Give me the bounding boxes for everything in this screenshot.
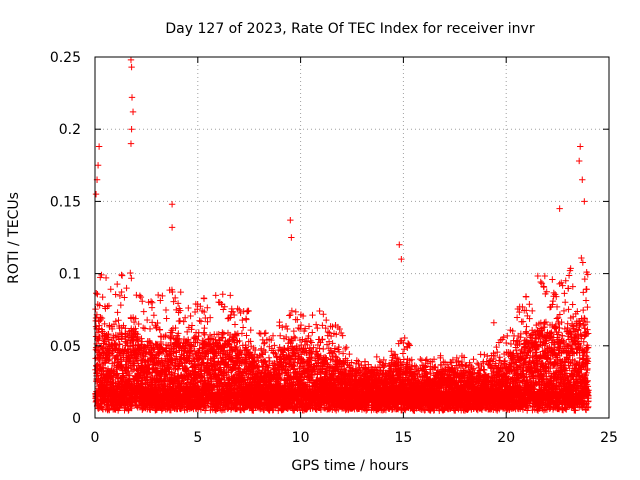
data-point xyxy=(316,307,323,315)
data-point xyxy=(292,308,299,316)
data-point xyxy=(243,316,250,323)
data-point xyxy=(171,294,179,302)
data-point xyxy=(294,316,301,323)
data-point xyxy=(234,305,241,312)
data-point xyxy=(112,291,119,298)
data-point xyxy=(227,292,234,299)
data-point xyxy=(276,318,283,326)
data-point xyxy=(258,345,265,352)
data-point xyxy=(149,299,156,306)
data-point xyxy=(260,340,268,347)
data-point xyxy=(320,345,327,353)
data-point xyxy=(99,293,106,301)
data-point xyxy=(219,291,226,298)
data-point xyxy=(146,325,154,333)
data-point xyxy=(121,294,128,301)
data-point xyxy=(323,316,330,324)
data-point xyxy=(237,309,244,317)
data-point xyxy=(239,324,247,331)
data-point xyxy=(150,312,158,319)
data-point xyxy=(231,321,239,328)
data-point xyxy=(312,321,320,328)
data-point xyxy=(261,330,268,337)
grid-lines xyxy=(95,57,609,418)
data-point xyxy=(127,269,134,277)
data-point xyxy=(140,308,147,315)
data-point xyxy=(114,280,121,288)
data-point xyxy=(92,305,99,313)
data-point xyxy=(128,275,135,282)
data-point xyxy=(204,304,211,311)
data-point xyxy=(118,271,125,279)
data-point xyxy=(243,308,251,315)
data-point xyxy=(309,311,316,319)
data-point xyxy=(162,306,170,314)
data-point xyxy=(107,285,114,293)
data-point xyxy=(116,292,124,300)
data-point xyxy=(94,372,102,380)
data-point xyxy=(245,307,252,315)
data-point xyxy=(98,271,105,279)
data-point xyxy=(94,329,102,336)
data-point xyxy=(114,309,121,316)
data-point xyxy=(96,322,103,329)
data-point xyxy=(176,317,184,325)
data-point xyxy=(287,311,294,319)
data-point xyxy=(163,315,170,322)
data-point xyxy=(180,318,187,325)
data-point xyxy=(290,327,298,335)
data-point xyxy=(239,316,246,324)
data-point xyxy=(200,295,208,302)
data-point xyxy=(139,298,146,305)
data-point xyxy=(123,284,130,292)
data-point xyxy=(102,274,110,282)
data-point xyxy=(236,306,243,314)
data-point xyxy=(154,291,162,299)
data-point xyxy=(282,322,290,330)
data-point xyxy=(136,292,144,299)
data-point xyxy=(177,288,184,296)
data-point xyxy=(118,288,125,296)
data-point xyxy=(117,301,125,309)
data-point xyxy=(320,311,327,318)
data-point xyxy=(201,324,208,332)
data-point xyxy=(197,318,205,325)
data-point xyxy=(265,354,273,361)
data-point xyxy=(93,289,100,297)
data-point xyxy=(139,324,147,332)
data-point xyxy=(94,361,102,368)
data-point xyxy=(98,314,106,322)
data-point xyxy=(185,304,192,312)
data-point xyxy=(276,332,284,339)
data-point xyxy=(262,329,269,337)
data-points xyxy=(92,56,592,414)
data-point xyxy=(196,317,203,324)
data-point xyxy=(96,302,103,309)
data-point xyxy=(212,292,219,299)
data-point xyxy=(309,329,316,336)
data-point xyxy=(247,326,254,334)
